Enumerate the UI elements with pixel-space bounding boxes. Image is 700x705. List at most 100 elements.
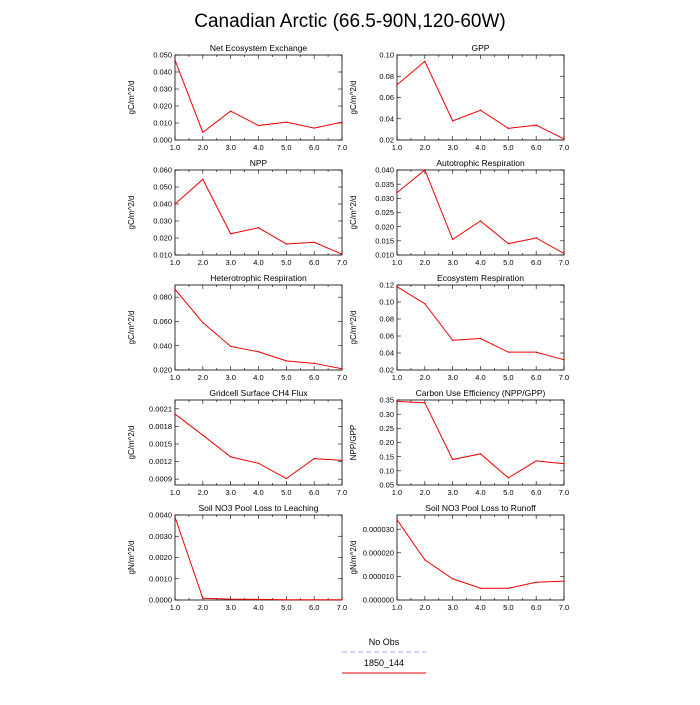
data-point [174,516,176,518]
y-tick-label: 0.040 [153,200,172,209]
y-tick-label: 0.15 [379,452,394,461]
panel-title: Net Ecosystem Exchange [210,43,308,53]
x-tick-label: 7.0 [559,603,569,612]
y-tick-label: 0.000010 [363,572,394,581]
y-tick-label: 0.0000 [149,596,172,605]
y-tick-label: 0.020 [153,366,172,375]
y-tick-label: 0.000000 [363,596,394,605]
data-point [451,458,454,461]
data-point [285,121,288,123]
data-point [257,462,260,465]
x-tick-label: 7.0 [337,373,347,382]
y-tick-label: 0.040 [153,68,172,77]
chart-panels: Net Ecosystem Exchange 1.0 2.0 3.0 4.0 5.0 6.0… [127,43,569,612]
panel-title: GPP [472,43,490,53]
data-point [396,84,398,86]
data-point [424,303,426,305]
y-tick-label: 0.000 [153,136,172,145]
data-point [424,169,426,171]
data-point [507,242,510,245]
data-point [285,243,288,245]
data-point [229,456,232,458]
x-tick-label: 6.0 [531,488,541,497]
data-point [174,288,176,290]
y-tick-label: 0.04 [379,349,394,358]
plot-frame [174,169,343,256]
y-tick-label: 0.040 [153,341,172,350]
data-point [451,238,454,241]
x-tick-label: 3.0 [225,488,235,497]
y-tick-label: 0.040 [375,166,394,175]
data-point [535,351,537,353]
data-point [174,413,176,415]
plot-frame [174,399,343,486]
y-axis-label: NPP/GPP [349,425,358,461]
figure-title: Canadian Arctic (66.5-90N,120-60W) [194,11,506,32]
y-tick-label: 0.0021 [149,404,172,413]
y-tick-label: 0.0030 [149,532,172,541]
x-tick-label: 4.0 [253,373,263,382]
x-tick-label: 1.0 [170,143,180,152]
x-tick-label: 2.0 [420,143,430,152]
series-line [174,59,343,134]
x-tick-label: 5.0 [281,258,291,267]
x-tick-label: 2.0 [198,488,208,497]
y-tick-label: 0.025 [375,208,394,217]
y-tick-label: 0.000020 [363,548,394,557]
series-line [396,400,565,479]
x-tick-label: 6.0 [309,258,319,267]
chart-panel: Ecosystem Respiration 1.0 2.0 3.0 4.0 5.0 6.0 7… [349,273,569,382]
y-tick-label: 0.25 [379,424,394,433]
data-point [229,110,232,112]
x-tick-label: 2.0 [420,258,430,267]
x-tick-label: 3.0 [447,488,457,497]
chart-panel: Gridcell Surface CH4 Flux 1.0 2.0 3.0 4.0 5.0… [127,388,347,497]
y-tick-label: 0.35 [379,396,394,405]
data-point [563,138,565,140]
x-tick-label: 7.0 [559,373,569,382]
data-point [563,252,565,255]
data-point [229,233,232,235]
data-point [257,227,260,229]
x-tick-label: 4.0 [253,488,263,497]
x-tick-label: 5.0 [281,488,291,497]
y-tick-label: 0.30 [379,410,394,419]
data-point [313,241,315,243]
data-point [479,220,482,222]
legend-label-no-obs: No Obs [369,637,400,647]
x-tick-label: 3.0 [225,603,235,612]
y-tick-label: 0.030 [153,217,172,226]
data-point [507,477,510,479]
y-tick-label: 0.0012 [149,457,172,466]
data-point [563,463,565,465]
data-point [341,368,343,370]
data-point [396,286,398,288]
x-tick-label: 4.0 [253,258,263,267]
y-tick-label: 0.080 [153,293,172,302]
x-tick-label: 3.0 [447,373,457,382]
y-tick-label: 0.020 [375,222,394,231]
y-tick-label: 0.0009 [149,475,172,484]
y-tick-label: 0.0020 [149,553,172,562]
x-tick-label: 6.0 [309,603,319,612]
y-tick-label: 0.06 [379,93,394,102]
x-tick-label: 3.0 [447,258,457,267]
plot-frame [174,284,343,371]
x-tick-label: 6.0 [309,488,319,497]
chart-panel: Net Ecosystem Exchange 1.0 2.0 3.0 4.0 5.0 6.0… [127,43,347,152]
data-point [285,477,288,480]
y-tick-label: 0.030 [153,85,172,94]
data-point [507,351,510,353]
plot-frame [174,514,343,601]
y-tick-label: 0.08 [379,72,394,81]
x-tick-label: 2.0 [198,143,208,152]
data-point [341,599,343,601]
data-point [202,321,204,324]
data-point [535,460,537,462]
x-tick-label: 6.0 [531,373,541,382]
data-point [479,109,482,111]
y-tick-label: 0.015 [375,236,394,245]
chart-panel: NPP 1.0 2.0 3.0 4.0 5.0 6.0 7.0 0.010 0.020 0.030 0… [127,158,347,267]
x-tick-label: 5.0 [281,143,291,152]
